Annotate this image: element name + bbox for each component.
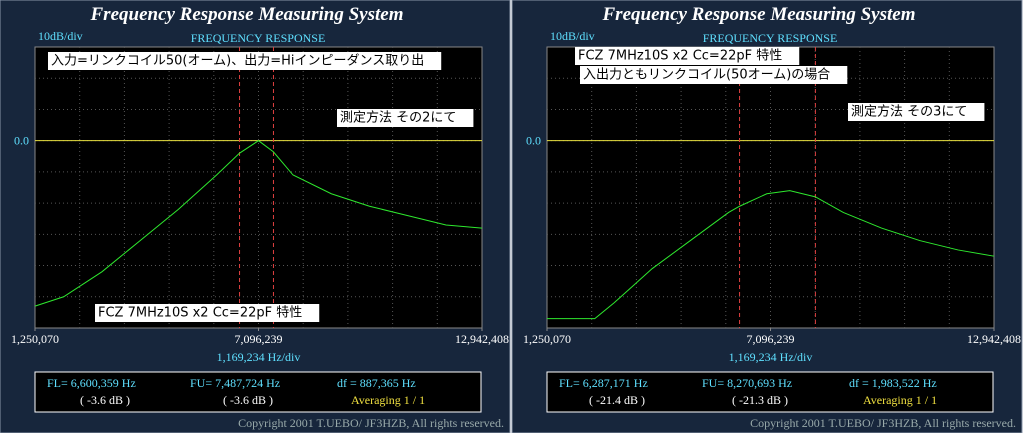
annotation: 測定方法 その2にて [340,110,456,126]
annotation-box [48,52,442,70]
cursor-frequency: FU= 7,487,724 Hz [190,376,280,390]
annotation: FCZ 7MHz10S x2 Cc=22pF 特性 [578,49,782,64]
x-tick-label: 1,250,070 [523,332,571,346]
x-tick-label: 1,250,070 [11,332,59,346]
panel-title: Frequency Response Measuring System [602,4,916,25]
annotation: 入力=リンクコイル50(オーム)、出力=Hiインピーダンス取り出 [51,54,424,69]
cursor-level: ( -3.6 dB ) [80,393,130,407]
panel-title: Frequency Response Measuring System [90,4,404,25]
annotation-box [95,304,320,322]
annotation-box [337,109,474,127]
panel: Frequency Response Measuring System 10dB/… [511,0,1023,433]
subtitle: FREQUENCY RESPONSE [703,31,838,45]
copyright: Copyright 2001 T.UEBO/ JF3HZB, All right… [238,416,504,430]
cursor-level: ( -21.3 dB ) [732,393,788,407]
averaging: Averaging 1 / 1 [351,393,425,407]
bandwidth: df = 1,983,522 Hz [849,376,937,390]
annotation-box [575,47,800,65]
annotation-box [580,66,848,84]
x-tick-label: 12,942,408 [967,332,1021,346]
annotation: FCZ 7MHz10S x2 Cc=22pF 特性 [98,306,302,321]
y-tick-label: 0.0 [14,134,29,148]
subtitle: FREQUENCY RESPONSE [191,31,326,45]
x-scale: 1,169,234 Hz/div [729,350,813,364]
x-tick-label: 7,096,239 [747,332,795,346]
panel: Frequency Response Measuring System 10dB/… [0,0,511,433]
cursor-level: ( -3.6 dB ) [223,393,273,407]
y-scale: 10dB/div [38,29,83,43]
y-scale: 10dB/div [550,29,595,43]
response-curve [547,190,995,320]
averaging: Averaging 1 / 1 [863,393,937,407]
cursor-level: ( -21.4 dB ) [589,393,645,407]
readout-box [546,371,994,413]
response-curve [34,140,483,307]
x-scale: 1,169,234 Hz/div [217,350,301,364]
readout-box [34,371,482,413]
x-tick-label: 7,096,239 [235,332,283,346]
cursor-frequency: FL= 6,287,171 Hz [559,376,648,390]
annotation: 測定方法 その3にて [851,104,967,120]
annotation-box [848,103,985,121]
cursor-frequency: FU= 8,270,693 Hz [702,376,792,390]
cursor-frequency: FL= 6,600,359 Hz [47,376,136,390]
y-tick-label: 0.0 [526,134,541,148]
x-tick-label: 12,942,408 [455,332,509,346]
copyright: Copyright 2001 T.UEBO/ JF3HZB, All right… [750,416,1016,430]
bandwidth: df = 887,365 Hz [337,376,416,390]
annotation: 入出力ともリンクコイル(50オーム)の場合 [583,68,830,83]
